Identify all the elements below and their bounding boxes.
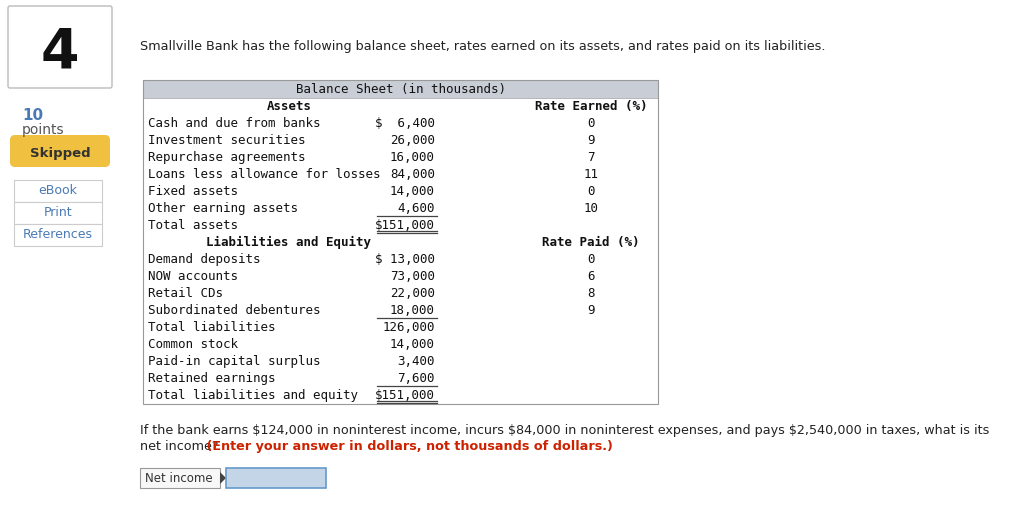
Bar xyxy=(143,200,658,217)
Bar xyxy=(143,302,658,319)
Text: 26,000: 26,000 xyxy=(390,134,435,147)
Text: Repurchase agreements: Repurchase agreements xyxy=(148,151,305,164)
Text: Rate Paid (%): Rate Paid (%) xyxy=(543,236,640,249)
Text: 9: 9 xyxy=(587,304,595,317)
Text: Net income: Net income xyxy=(145,472,213,484)
Text: $  6,400: $ 6,400 xyxy=(375,117,435,130)
Text: Smallville Bank has the following balance sheet, rates earned on its assets, and: Smallville Bank has the following balanc… xyxy=(140,40,825,53)
Text: 0: 0 xyxy=(587,253,595,266)
FancyBboxPatch shape xyxy=(10,135,110,167)
Text: 6: 6 xyxy=(587,270,595,283)
Bar xyxy=(143,285,658,302)
Bar xyxy=(143,370,658,387)
Text: 84,000: 84,000 xyxy=(390,168,435,181)
Bar xyxy=(143,98,658,115)
Text: 18,000: 18,000 xyxy=(390,304,435,317)
FancyBboxPatch shape xyxy=(8,6,112,88)
Text: 126,000: 126,000 xyxy=(383,321,435,334)
Text: Total liabilities: Total liabilities xyxy=(148,321,275,334)
Bar xyxy=(143,268,658,285)
Text: 10: 10 xyxy=(22,108,43,123)
Bar xyxy=(226,468,326,488)
Text: Cash and due from banks: Cash and due from banks xyxy=(148,117,321,130)
Bar xyxy=(143,234,658,251)
Bar xyxy=(143,319,658,336)
Text: 14,000: 14,000 xyxy=(390,185,435,198)
Text: Paid-in capital surplus: Paid-in capital surplus xyxy=(148,355,321,368)
Text: Retained earnings: Retained earnings xyxy=(148,372,275,385)
Bar xyxy=(14,180,102,202)
Text: NOW accounts: NOW accounts xyxy=(148,270,238,283)
Bar xyxy=(143,336,658,353)
Text: Total liabilities and equity: Total liabilities and equity xyxy=(148,389,358,402)
Text: 4,600: 4,600 xyxy=(397,202,435,215)
Text: 4: 4 xyxy=(41,25,79,79)
Text: 7: 7 xyxy=(587,151,595,164)
Text: Other earning assets: Other earning assets xyxy=(148,202,298,215)
Bar xyxy=(143,353,658,370)
Text: Balance Sheet (in thousands): Balance Sheet (in thousands) xyxy=(296,82,506,96)
Text: Skipped: Skipped xyxy=(30,147,90,159)
Text: Fixed assets: Fixed assets xyxy=(148,185,238,198)
Text: 22,000: 22,000 xyxy=(390,287,435,300)
Bar xyxy=(143,387,658,404)
Text: 3,400: 3,400 xyxy=(397,355,435,368)
Text: 10: 10 xyxy=(584,202,598,215)
Bar xyxy=(143,217,658,234)
Text: Rate Earned (%): Rate Earned (%) xyxy=(535,100,647,113)
Text: Assets: Assets xyxy=(266,100,311,113)
Text: References: References xyxy=(23,228,93,242)
Bar xyxy=(14,202,102,224)
Text: Liabilities and Equity: Liabilities and Equity xyxy=(207,236,372,249)
Text: 14,000: 14,000 xyxy=(390,338,435,351)
Text: If the bank earns $124,000 in noninterest income, incurs $84,000 in noninterest : If the bank earns $124,000 in noninteres… xyxy=(140,424,989,437)
Bar xyxy=(140,468,220,488)
Text: Investment securities: Investment securities xyxy=(148,134,305,147)
Text: net income?: net income? xyxy=(140,440,218,453)
Text: Subordinated debentures: Subordinated debentures xyxy=(148,304,321,317)
Text: 73,000: 73,000 xyxy=(390,270,435,283)
Text: $ 13,000: $ 13,000 xyxy=(375,253,435,266)
Text: Loans less allowance for losses: Loans less allowance for losses xyxy=(148,168,381,181)
Bar xyxy=(143,166,658,183)
Text: 7,600: 7,600 xyxy=(397,372,435,385)
Text: points: points xyxy=(22,123,65,137)
Polygon shape xyxy=(220,472,226,484)
Bar xyxy=(143,115,658,132)
Text: 11: 11 xyxy=(584,168,598,181)
Text: $151,000: $151,000 xyxy=(375,389,435,402)
Bar xyxy=(143,183,658,200)
Text: eBook: eBook xyxy=(39,184,78,197)
Text: 0: 0 xyxy=(587,117,595,130)
Text: Retail CDs: Retail CDs xyxy=(148,287,223,300)
Text: Demand deposits: Demand deposits xyxy=(148,253,260,266)
Bar xyxy=(143,80,658,98)
Bar xyxy=(143,80,658,404)
Bar xyxy=(143,149,658,166)
Bar xyxy=(143,132,658,149)
Text: Common stock: Common stock xyxy=(148,338,238,351)
Text: Total assets: Total assets xyxy=(148,219,238,232)
Bar xyxy=(14,224,102,246)
Text: (Enter your answer in dollars, not thousands of dollars.): (Enter your answer in dollars, not thous… xyxy=(202,440,613,453)
Bar xyxy=(143,251,658,268)
Text: $151,000: $151,000 xyxy=(375,219,435,232)
Text: 16,000: 16,000 xyxy=(390,151,435,164)
Text: 9: 9 xyxy=(587,134,595,147)
Text: Print: Print xyxy=(44,206,73,220)
Text: 0: 0 xyxy=(587,185,595,198)
Text: 8: 8 xyxy=(587,287,595,300)
